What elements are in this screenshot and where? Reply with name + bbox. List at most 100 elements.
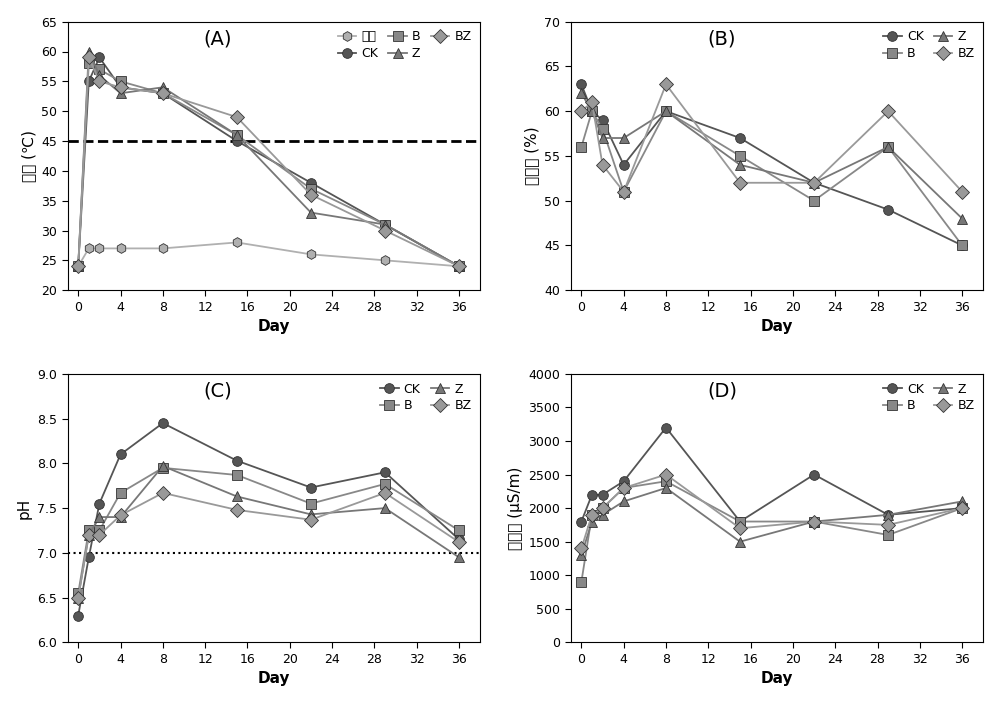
BZ [956,504,968,512]
CK [882,205,894,214]
CK [597,491,609,499]
Z [453,262,465,271]
Line: CK: CK [577,423,967,527]
室温 [93,244,105,252]
BZ [93,77,105,86]
B [72,589,84,598]
Line: Z: Z [577,483,967,560]
CK [734,134,746,142]
Text: (A): (A) [204,30,232,49]
Z [115,513,127,522]
CK [453,535,465,543]
Z [618,134,630,142]
Z [734,538,746,546]
B [882,143,894,151]
BZ [157,89,169,98]
Z [93,513,105,522]
Z [956,214,968,223]
CK [305,483,317,491]
Y-axis label: 电导率 (μS/m): 电导率 (μS/m) [508,466,523,550]
CK [83,553,95,562]
CK [72,262,84,271]
Z [305,510,317,519]
BZ [453,262,465,271]
Z [882,143,894,151]
BZ [157,489,169,497]
BZ [586,98,598,106]
BZ [115,83,127,91]
Z [453,553,465,562]
BZ [808,517,820,526]
BZ [882,521,894,529]
Z [115,89,127,98]
室温 [453,262,465,271]
室温 [231,238,243,247]
BZ [660,470,672,479]
CK [157,89,169,98]
B [305,184,317,193]
B [660,477,672,486]
B [83,59,95,67]
B [575,143,587,151]
室温 [72,262,84,271]
X-axis label: Day: Day [258,319,290,334]
BZ [83,531,95,539]
Line: B: B [73,463,464,598]
CK [586,107,598,115]
Z [808,179,820,187]
Line: Z: Z [577,89,967,224]
CK [379,220,391,228]
Z [157,462,169,470]
CK [93,499,105,508]
Line: Z: Z [73,461,464,602]
CK [618,161,630,169]
B [734,152,746,160]
Z [660,107,672,115]
CK [660,423,672,432]
CK [83,77,95,86]
B [597,504,609,512]
B [453,527,465,535]
BZ [586,510,598,519]
BZ [734,179,746,187]
Z [83,47,95,56]
Line: B: B [73,58,464,271]
B [157,463,169,472]
Line: 室温: 室温 [73,238,464,271]
B [956,241,968,250]
Line: B: B [577,106,967,250]
Z [597,134,609,142]
B [83,527,95,535]
Text: (C): (C) [204,382,233,401]
Line: BZ: BZ [577,79,967,197]
Z [882,510,894,519]
CK [575,517,587,526]
CK [93,53,105,62]
B [734,517,746,526]
B [956,504,968,512]
BZ [453,538,465,546]
Line: CK: CK [73,53,464,271]
X-axis label: Day: Day [761,319,793,334]
X-axis label: Day: Day [258,671,290,686]
BZ [93,531,105,539]
Line: BZ: BZ [577,470,967,553]
Text: (D): (D) [707,382,737,401]
B [231,131,243,139]
Z [157,83,169,91]
BZ [808,179,820,187]
BZ [305,515,317,524]
BZ [597,504,609,512]
B [72,262,84,271]
室温 [83,244,95,252]
BZ [734,524,746,532]
BZ [660,80,672,89]
BZ [72,262,84,271]
BZ [305,191,317,199]
室温 [115,244,127,252]
B [597,125,609,134]
Z [305,208,317,217]
Z [379,504,391,512]
Z [618,497,630,505]
BZ [231,113,243,122]
